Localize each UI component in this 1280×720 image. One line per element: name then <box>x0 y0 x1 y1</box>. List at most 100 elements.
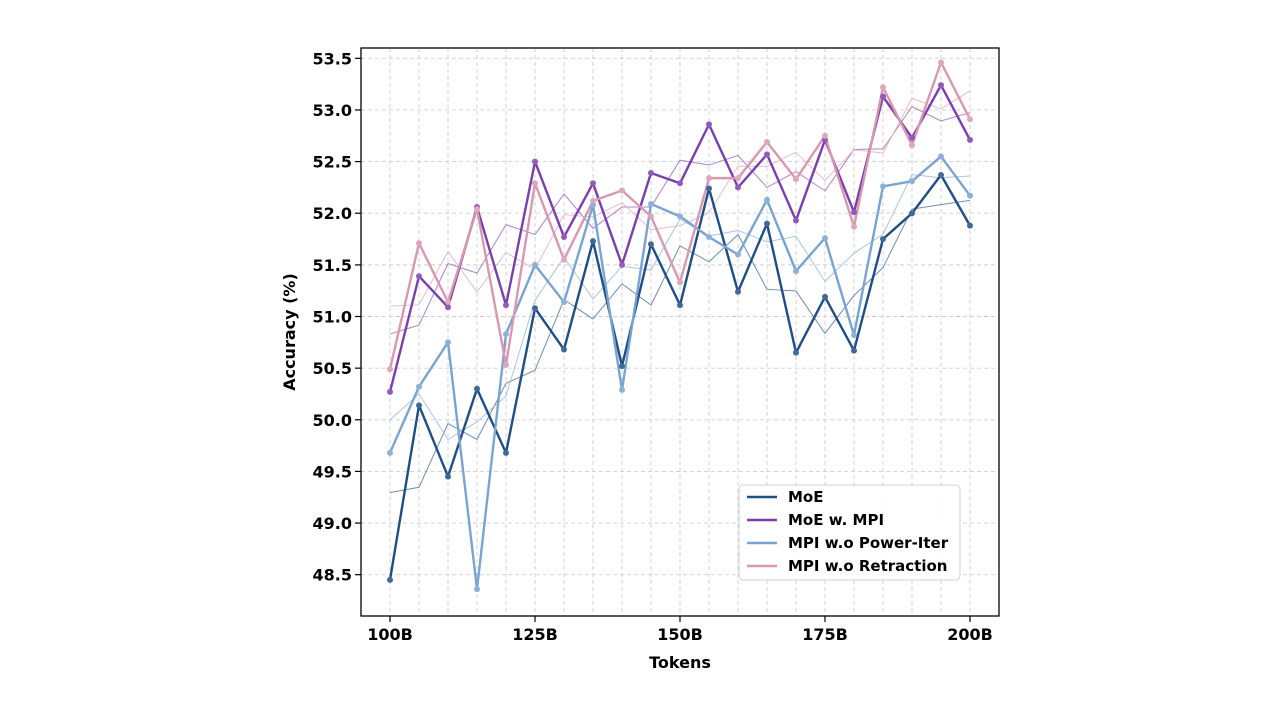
y-tick-label: 52.5 <box>313 153 352 172</box>
moe-point <box>474 385 480 392</box>
moe-w-mpi-point <box>967 136 973 143</box>
y-tick-label: 51.5 <box>313 256 352 275</box>
moe-w-mpi-point <box>793 217 799 224</box>
moe-w-mpi-point <box>648 169 654 176</box>
legend-label-moe: MoE <box>788 488 823 506</box>
mpi-w-o-retraction-trend-line <box>389 90 971 307</box>
mpi-w-o-power-iter-point <box>735 251 741 258</box>
trend-lines <box>389 90 971 494</box>
mpi-w-o-power-iter-point <box>648 200 654 207</box>
x-tick-label: 175B <box>802 625 848 644</box>
moe-w-mpi-point <box>387 388 393 395</box>
moe-w-mpi-point <box>822 136 828 143</box>
moe-w-mpi-point <box>735 184 741 191</box>
mpi-w-o-retraction-point <box>503 362 509 369</box>
moe-point <box>851 347 857 354</box>
moe-w-mpi-point <box>851 209 857 216</box>
moe-point <box>677 302 683 309</box>
mpi-w-o-power-iter-point <box>880 183 886 190</box>
mpi-w-o-retraction-point <box>648 213 654 220</box>
mpi-w-o-power-iter-point <box>503 331 509 338</box>
moe-w-mpi-point <box>764 151 770 158</box>
mpi-w-o-retraction-point <box>416 240 422 247</box>
mpi-w-o-retraction-point <box>677 279 683 286</box>
moe-point <box>445 473 451 480</box>
mpi-w-o-power-iter-point <box>851 332 857 339</box>
y-tick-label: 50.5 <box>313 359 352 378</box>
mpi-w-o-retraction-point <box>822 132 828 139</box>
legend-label-moe-w-mpi: MoE w. MPI <box>788 511 884 529</box>
y-tick-label: 53.5 <box>313 49 352 68</box>
moe-point <box>416 402 422 409</box>
mpi-w-o-retraction-point <box>387 366 393 373</box>
mpi-w-o-retraction-point <box>474 206 480 213</box>
x-tick-label: 150B <box>657 625 703 644</box>
mpi-w-o-retraction-point <box>938 59 944 66</box>
mpi-w-o-retraction-point <box>590 197 596 204</box>
y-tick-label: 53.0 <box>313 101 352 120</box>
moe-point <box>764 220 770 227</box>
moe-point <box>822 293 828 300</box>
moe-point <box>735 288 741 295</box>
mpi-w-o-power-iter-point <box>474 586 480 593</box>
mpi-w-o-retraction-point <box>909 142 915 149</box>
mpi-w-o-retraction-point <box>793 176 799 183</box>
y-tick-label: 49.0 <box>313 514 352 533</box>
moe-w-mpi-point <box>445 304 451 311</box>
x-tick-label: 125B <box>512 625 558 644</box>
moe-point <box>706 185 712 192</box>
moe-point <box>648 241 654 248</box>
mpi-w-o-power-iter-point <box>677 213 683 220</box>
legend-label-mpi-w-o-retraction: MPI w.o Retraction <box>788 557 947 575</box>
legend-label-mpi-w-o-power-iter: MPI w.o Power-Iter <box>788 534 949 552</box>
moe-w-mpi-point <box>503 302 509 309</box>
moe-point <box>880 236 886 243</box>
mpi-w-o-power-iter-point <box>909 178 915 185</box>
mpi-w-o-power-iter-point <box>822 235 828 242</box>
mpi-w-o-power-iter-point <box>590 201 596 208</box>
mpi-w-o-retraction-point <box>735 175 741 182</box>
moe-w-mpi-point <box>619 261 625 268</box>
mpi-w-o-retraction-point <box>619 187 625 194</box>
moe-w-mpi-point <box>938 82 944 89</box>
y-tick-label: 50.0 <box>313 411 352 430</box>
y-tick-label: 48.5 <box>313 566 352 585</box>
moe-point <box>503 449 509 456</box>
mpi-w-o-power-iter-point <box>445 339 451 346</box>
moe-point <box>619 363 625 370</box>
moe-point <box>387 576 393 583</box>
y-tick-label: 51.0 <box>313 308 352 327</box>
mpi-w-o-power-iter-point <box>793 268 799 275</box>
mpi-w-o-retraction-point <box>445 299 451 306</box>
x-tick-label: 200B <box>947 625 993 644</box>
mpi-w-o-retraction-point <box>880 84 886 91</box>
moe-w-mpi-point <box>706 121 712 128</box>
moe-w-mpi-point <box>416 273 422 280</box>
moe-w-mpi-point <box>909 134 915 141</box>
moe-point <box>561 346 567 353</box>
mpi-w-o-power-iter-point <box>764 196 770 203</box>
mpi-w-o-retraction-point <box>561 256 567 263</box>
moe-point <box>967 222 973 229</box>
y-tick-label: 49.5 <box>313 462 352 481</box>
mpi-w-o-power-iter-point <box>387 449 393 456</box>
moe-point <box>590 238 596 245</box>
mpi-w-o-power-iter-point <box>561 299 567 306</box>
moe-w-mpi-point <box>561 233 567 240</box>
mpi-w-o-power-iter-point <box>532 261 538 268</box>
x-axis-ticks: 100B 125B 150B 175B 200B <box>367 616 993 644</box>
mpi-w-o-power-iter-point <box>706 233 712 240</box>
y-tick-label: 52.0 <box>313 204 352 223</box>
mpi-w-o-power-iter-point <box>938 153 944 160</box>
mpi-w-o-retraction-point <box>967 116 973 123</box>
moe-point <box>909 210 915 217</box>
data-points <box>387 59 973 593</box>
moe-w-mpi-point <box>590 180 596 187</box>
mpi-w-o-retraction-point <box>764 138 770 145</box>
mpi-w-o-retraction-point <box>532 180 538 187</box>
mpi-w-o-power-iter-point <box>967 192 973 199</box>
x-axis-label: Tokens <box>649 653 711 672</box>
x-tick-label: 100B <box>367 625 413 644</box>
moe-w-mpi-point <box>880 93 886 100</box>
